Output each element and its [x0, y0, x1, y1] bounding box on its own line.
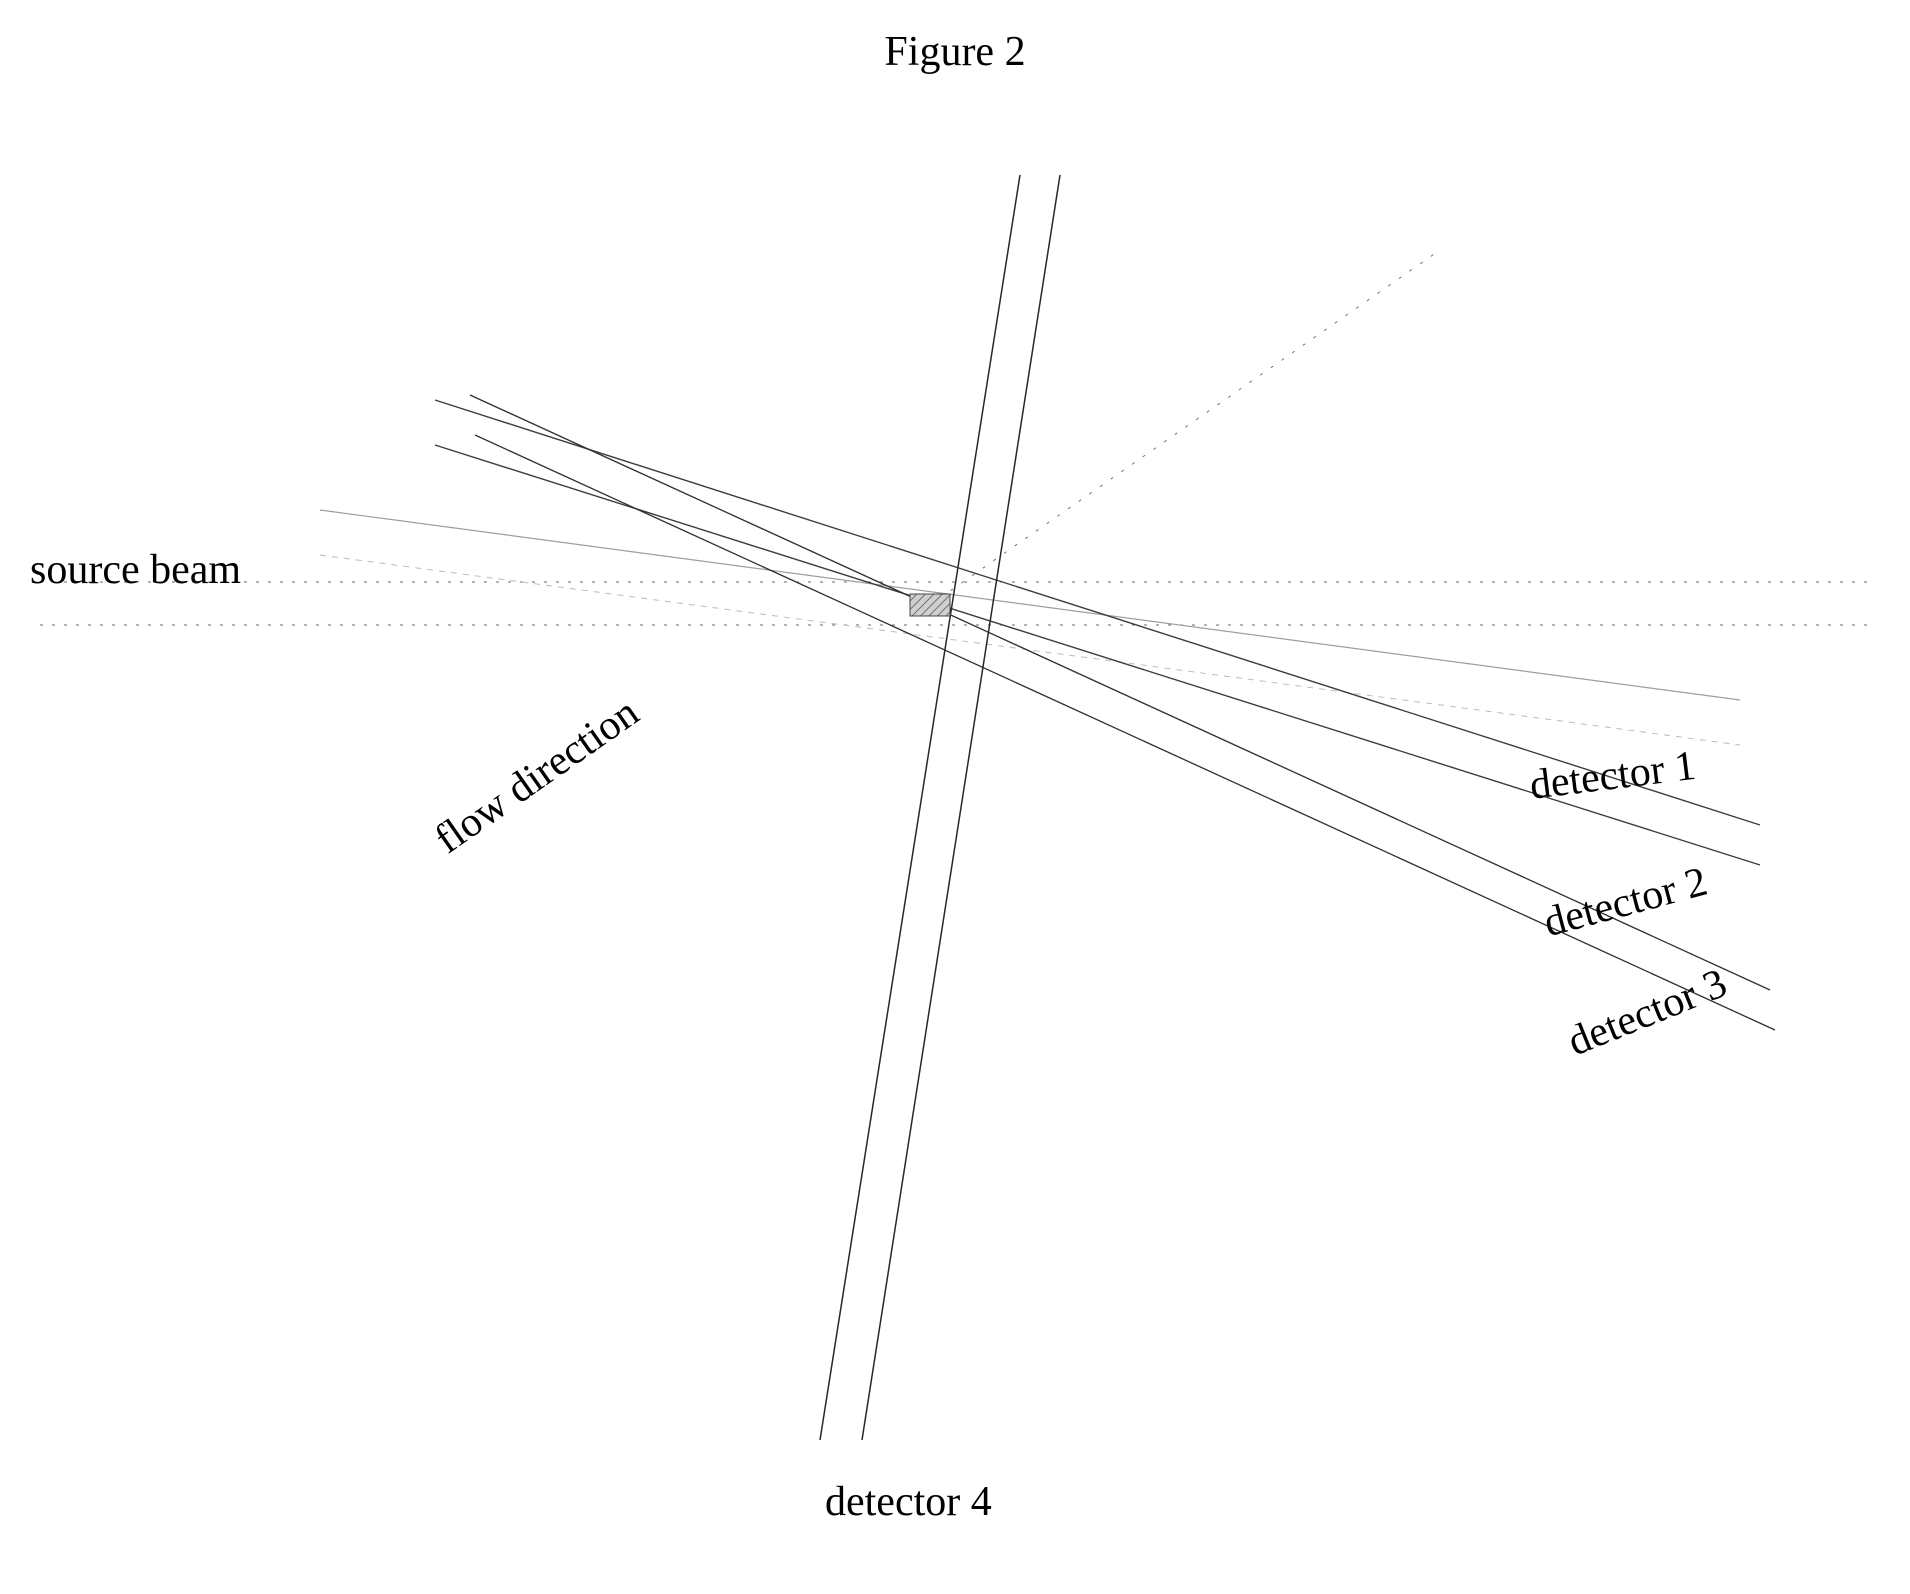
scatter-line [940, 250, 1440, 598]
detector-4-line-1 [820, 175, 1020, 1440]
detector-3-line-2 [475, 435, 1775, 1030]
detector-1-line-2 [320, 555, 1740, 745]
intersection-box [910, 594, 950, 616]
figure-container: Figure 2 source beam flow direction dete… [0, 0, 1910, 1594]
detector-4-line-2 [862, 175, 1060, 1440]
source-beam-label: source beam [30, 546, 241, 594]
detector-1-line-1 [320, 510, 1740, 700]
detector-4-label: detector 4 [825, 1478, 992, 1526]
